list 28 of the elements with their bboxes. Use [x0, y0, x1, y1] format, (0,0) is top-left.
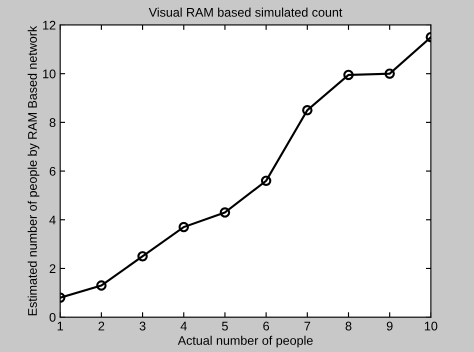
- y-tick-label: 10: [43, 69, 56, 78]
- chart-title: Visual RAM based simulated count: [148, 8, 342, 17]
- x-tick-label: 10: [424, 322, 438, 330]
- y-tick-label: 4: [49, 216, 56, 224]
- x-tick-label: 2: [98, 322, 104, 330]
- x-tick-label: 9: [386, 322, 393, 330]
- x-tick-label: 3: [140, 322, 146, 330]
- y-tick-label: 0: [50, 312, 56, 322]
- y-axis-title: Estimated number of people by RAM Based network: [28, 26, 40, 316]
- x-tick-label: 7: [304, 322, 310, 330]
- x-tick-label: 4: [180, 322, 187, 330]
- point: [384, 68, 395, 79]
- point: [96, 280, 107, 291]
- point: [137, 251, 148, 262]
- point: [260, 176, 272, 186]
- x-axis-title: Actual number of people: [178, 336, 313, 348]
- y-tick-label: 12: [43, 20, 56, 30]
- y-tick-label: 6: [50, 166, 56, 176]
- y-tick-label: 2: [50, 264, 56, 273]
- x-tick-label: 1: [58, 322, 64, 330]
- y-tick-label: 8: [50, 118, 56, 128]
- point: [302, 104, 313, 116]
- x-tick-label: 6: [263, 322, 270, 330]
- x-tick-label: 8: [346, 322, 352, 330]
- point: [343, 70, 354, 80]
- point: [178, 222, 189, 232]
- x-tick-label: 5: [222, 322, 228, 330]
- point: [220, 207, 230, 218]
